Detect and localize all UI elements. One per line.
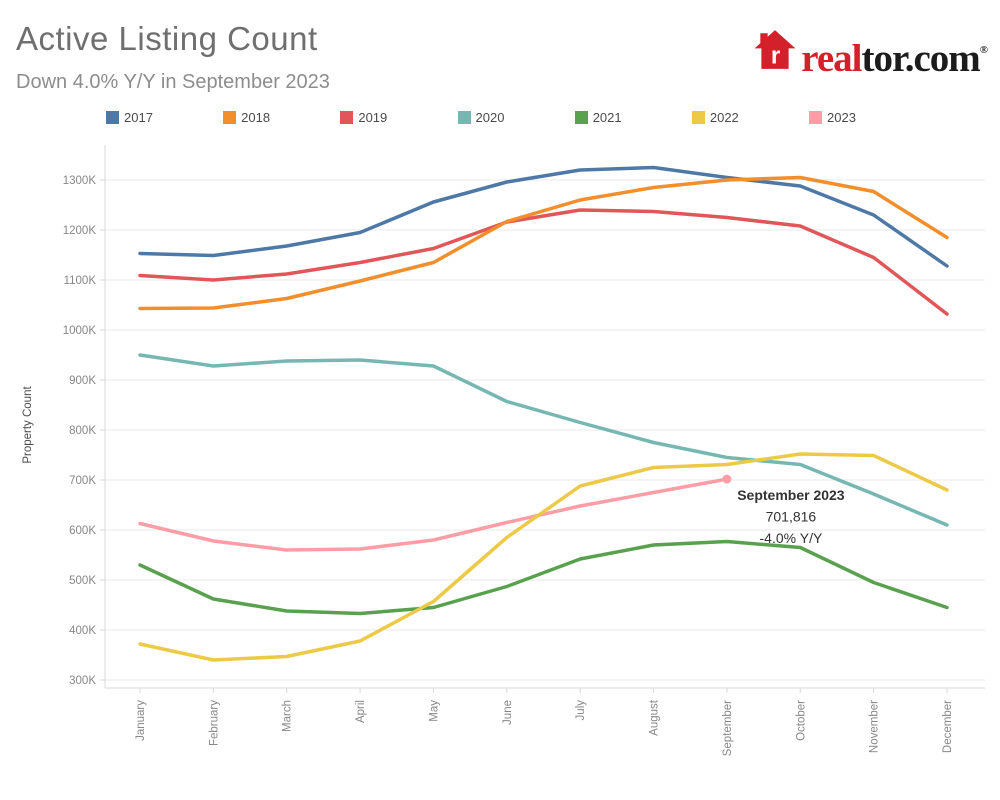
y-tick-label: 1300K bbox=[63, 175, 97, 187]
realtor-house-icon: r bbox=[754, 30, 796, 70]
y-tick-label: 900K bbox=[69, 375, 96, 387]
month-label: April bbox=[355, 700, 367, 723]
annotation-line-2: -4.0% Y/Y bbox=[760, 530, 823, 546]
legend-item-2022[interactable]: 2022 bbox=[691, 110, 739, 125]
series-line-2020[interactable] bbox=[138, 353, 949, 527]
y-tick-label: 800K bbox=[69, 425, 96, 437]
logo-real-text: real bbox=[801, 37, 862, 80]
legend-swatch bbox=[457, 111, 471, 124]
month-label: August bbox=[649, 699, 661, 736]
realtor-logo: r realtor.com® bbox=[753, 28, 988, 81]
legend-swatch bbox=[223, 111, 237, 124]
y-tick-label: 400K bbox=[69, 625, 96, 637]
y-axis-title: Property Count bbox=[22, 386, 34, 464]
page-subtitle: Down 4.0% Y/Y in September 2023 bbox=[16, 71, 330, 93]
y-tick-label: 1000K bbox=[63, 325, 97, 337]
y-tick-label: 300K bbox=[69, 675, 96, 687]
legend-swatch bbox=[574, 111, 588, 124]
legend-label: 2020 bbox=[475, 110, 505, 125]
y-tick-label: 1100K bbox=[64, 275, 97, 287]
legend-item-2023[interactable]: 2023 bbox=[809, 110, 856, 125]
month-label: November bbox=[869, 700, 881, 753]
y-tick-label: 1200K bbox=[63, 225, 97, 237]
logo-tor-com-text: tor.com bbox=[861, 37, 981, 80]
legend-label: 2018 bbox=[241, 110, 271, 125]
legend-item-2019[interactable]: 2019 bbox=[340, 110, 387, 125]
legend-swatch bbox=[106, 111, 119, 124]
legend-item-2021[interactable]: 2021 bbox=[574, 110, 622, 125]
house-letter: r bbox=[771, 43, 780, 70]
legend-item-2017[interactable]: 2017 bbox=[106, 110, 153, 125]
month-label: March bbox=[282, 700, 294, 732]
page-title: Active Listing Count bbox=[16, 20, 318, 57]
series-line-2019[interactable] bbox=[138, 208, 949, 316]
series-line-2023[interactable] bbox=[138, 477, 729, 552]
legend-swatch bbox=[809, 111, 823, 124]
annotation-line-1: 701,816 bbox=[766, 509, 817, 525]
series-line-2022[interactable] bbox=[138, 452, 949, 662]
legend-label: 2019 bbox=[358, 110, 388, 125]
legend-swatch bbox=[340, 111, 354, 124]
month-label: July bbox=[575, 700, 587, 721]
y-tick-label: 700K bbox=[69, 475, 96, 487]
registered-mark: ® bbox=[979, 44, 988, 56]
legend-label: 2022 bbox=[709, 110, 739, 125]
y-tick-label: 500K bbox=[69, 575, 96, 587]
series-end-dot-2023[interactable] bbox=[722, 474, 732, 484]
legend-label: 2017 bbox=[124, 110, 153, 125]
y-tick-label: 600K bbox=[69, 525, 96, 537]
legend-label: 2023 bbox=[827, 110, 856, 125]
annotation-line-0: September 2023 bbox=[737, 487, 845, 503]
month-label: May bbox=[428, 700, 440, 722]
month-label: September bbox=[722, 700, 734, 756]
legend: 2017 2018 2019 2020 2021 2022 2023 bbox=[106, 110, 856, 125]
month-label: June bbox=[502, 700, 514, 725]
legend-swatch bbox=[691, 111, 705, 124]
series-line-2021[interactable] bbox=[138, 539, 949, 616]
realtor-wordmark: realtor.com® bbox=[801, 28, 988, 81]
month-label: October bbox=[795, 700, 807, 741]
series-line-2017[interactable] bbox=[138, 165, 949, 268]
legend-item-2020[interactable]: 2020 bbox=[457, 110, 505, 125]
month-label: December bbox=[942, 700, 954, 753]
month-label: January bbox=[135, 700, 147, 741]
legend-label: 2021 bbox=[592, 110, 622, 125]
legend-item-2018[interactable]: 2018 bbox=[223, 110, 270, 125]
series-line-2018[interactable] bbox=[138, 175, 949, 311]
month-label: February bbox=[208, 700, 220, 746]
